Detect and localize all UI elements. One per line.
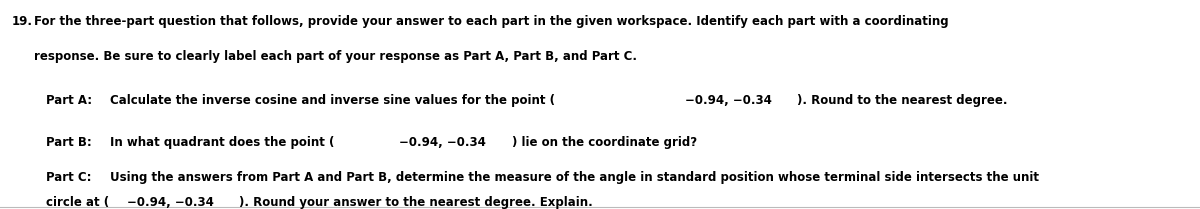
Text: ). Round your answer to the nearest degree. Explain.: ). Round your answer to the nearest degr… [239, 196, 593, 209]
Text: circle at (: circle at ( [46, 196, 109, 209]
Text: For the three-part question that follows, provide your answer to each part in th: For the three-part question that follows… [34, 15, 948, 28]
Text: −0.94, −0.34: −0.94, −0.34 [400, 136, 486, 149]
Text: ) lie on the coordinate grid?: ) lie on the coordinate grid? [511, 136, 697, 149]
Text: Calculate the inverse cosine and inverse sine values for the point (: Calculate the inverse cosine and inverse… [110, 94, 556, 107]
Text: response. Be sure to clearly label each part of your response as Part A, Part B,: response. Be sure to clearly label each … [34, 50, 637, 63]
Text: −0.94, −0.34: −0.94, −0.34 [127, 196, 214, 209]
Text: Part A:: Part A: [46, 94, 96, 107]
Text: 19.: 19. [12, 15, 34, 28]
Text: In what quadrant does the point (: In what quadrant does the point ( [110, 136, 335, 149]
Text: Using the answers from Part A and Part B, determine the measure of the angle in : Using the answers from Part A and Part B… [109, 171, 1039, 184]
Text: −0.94, −0.34: −0.94, −0.34 [685, 94, 772, 107]
Text: Part C:: Part C: [46, 171, 95, 184]
Text: ). Round to the nearest degree.: ). Round to the nearest degree. [797, 94, 1007, 107]
Text: Part B:: Part B: [46, 136, 96, 149]
